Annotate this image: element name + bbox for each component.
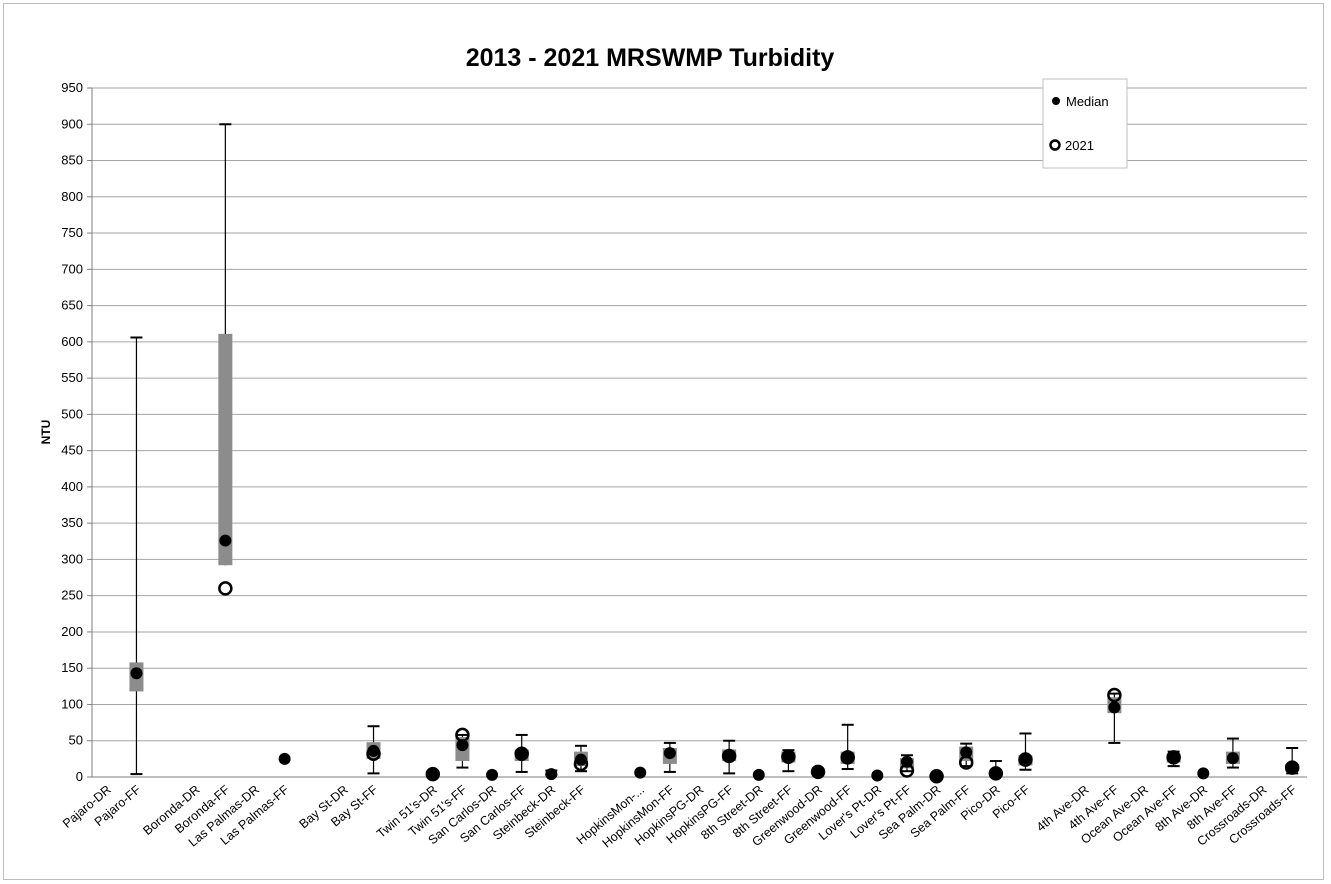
median-marker bbox=[1108, 701, 1121, 714]
value-2021-marker bbox=[810, 764, 826, 780]
value-2021-marker bbox=[1166, 750, 1181, 765]
median-marker bbox=[723, 749, 736, 762]
iqr-box bbox=[218, 333, 233, 566]
legend-2021-label: 2021 bbox=[1065, 138, 1094, 153]
y-tick-labels: 0 50 100 150 200 250 300 350 400 450 500 550 600 650 7… bbox=[61, 80, 83, 784]
y-tick-label: 50 bbox=[69, 733, 83, 748]
y-axis-label: NTU bbox=[39, 420, 53, 445]
gridlines bbox=[87, 87, 1307, 778]
value-2021-marker bbox=[1107, 687, 1122, 703]
median-marker bbox=[1167, 751, 1180, 764]
value-2021-marker bbox=[573, 756, 589, 772]
median-marker bbox=[930, 770, 943, 783]
value-2021-marker bbox=[1284, 760, 1300, 775]
value-2021-marker bbox=[721, 748, 737, 764]
y-tick-label: 100 bbox=[61, 696, 83, 711]
box-marks bbox=[129, 123, 1300, 784]
median-marker bbox=[1197, 767, 1210, 780]
x-tick-labels: Pajaro-DRPajaro-FFBoronda-DRBoronda-FFLa… bbox=[60, 782, 1299, 850]
median-marker bbox=[812, 765, 825, 778]
y-tick-label: 900 bbox=[61, 116, 83, 131]
value-2021-marker bbox=[958, 755, 974, 770]
legend: Median 2021 bbox=[1042, 78, 1128, 169]
median-marker bbox=[1286, 761, 1299, 774]
y-tick-label: 350 bbox=[61, 515, 83, 530]
legend-median-label: Median bbox=[1066, 94, 1109, 109]
value-2021-marker bbox=[425, 766, 441, 782]
value-2021-marker bbox=[929, 769, 944, 784]
value-2021-marker bbox=[781, 749, 796, 764]
chart-title: 2013 - 2021 MRSWMP Turbidity bbox=[466, 44, 835, 72]
y-tick-label: 300 bbox=[61, 551, 83, 566]
y-tick-label: 850 bbox=[61, 153, 83, 168]
y-tick-label: 400 bbox=[61, 479, 83, 494]
y-tick-label: 650 bbox=[61, 298, 83, 313]
median-marker bbox=[219, 534, 232, 547]
median-marker bbox=[634, 766, 647, 779]
y-tick-label: 250 bbox=[61, 588, 83, 603]
value-2021-marker bbox=[899, 763, 915, 778]
y-tick-label: 200 bbox=[61, 624, 83, 639]
y-tick-label: 750 bbox=[61, 225, 83, 240]
value-2021-marker bbox=[988, 766, 1004, 781]
legend-2021-marker bbox=[1049, 139, 1061, 151]
y-tick-label: 700 bbox=[61, 261, 83, 276]
median-marker bbox=[663, 747, 676, 760]
y-tick-label: 150 bbox=[61, 660, 83, 675]
value-2021-marker bbox=[1018, 752, 1033, 767]
y-tick-label: 800 bbox=[61, 189, 83, 204]
value-2021-marker bbox=[514, 746, 529, 762]
value-2021-marker bbox=[218, 581, 233, 596]
legend-median-marker bbox=[1052, 97, 1060, 105]
y-tick-label: 500 bbox=[61, 406, 83, 421]
median-marker bbox=[278, 752, 291, 765]
median-marker bbox=[486, 768, 499, 781]
median-marker bbox=[545, 768, 558, 781]
median-marker bbox=[426, 768, 439, 781]
median-marker bbox=[841, 751, 854, 764]
chart-frame bbox=[3, 3, 1324, 880]
y-tick-label: 450 bbox=[61, 443, 83, 458]
value-2021-marker bbox=[840, 750, 855, 765]
median-marker bbox=[456, 739, 469, 752]
y-tick-label: 0 bbox=[76, 769, 83, 784]
median-marker bbox=[130, 667, 143, 680]
median-marker bbox=[960, 746, 973, 759]
median-marker bbox=[574, 753, 587, 766]
y-tick-label: 950 bbox=[61, 80, 83, 95]
median-marker bbox=[1226, 752, 1239, 765]
y-tick-label: 600 bbox=[61, 334, 83, 349]
legend-box bbox=[1042, 78, 1128, 169]
value-2021-marker bbox=[366, 746, 381, 762]
median-marker bbox=[752, 768, 765, 781]
y-tick-label: 550 bbox=[61, 370, 83, 385]
value-2021-marker bbox=[455, 727, 470, 743]
median-marker bbox=[871, 769, 884, 782]
